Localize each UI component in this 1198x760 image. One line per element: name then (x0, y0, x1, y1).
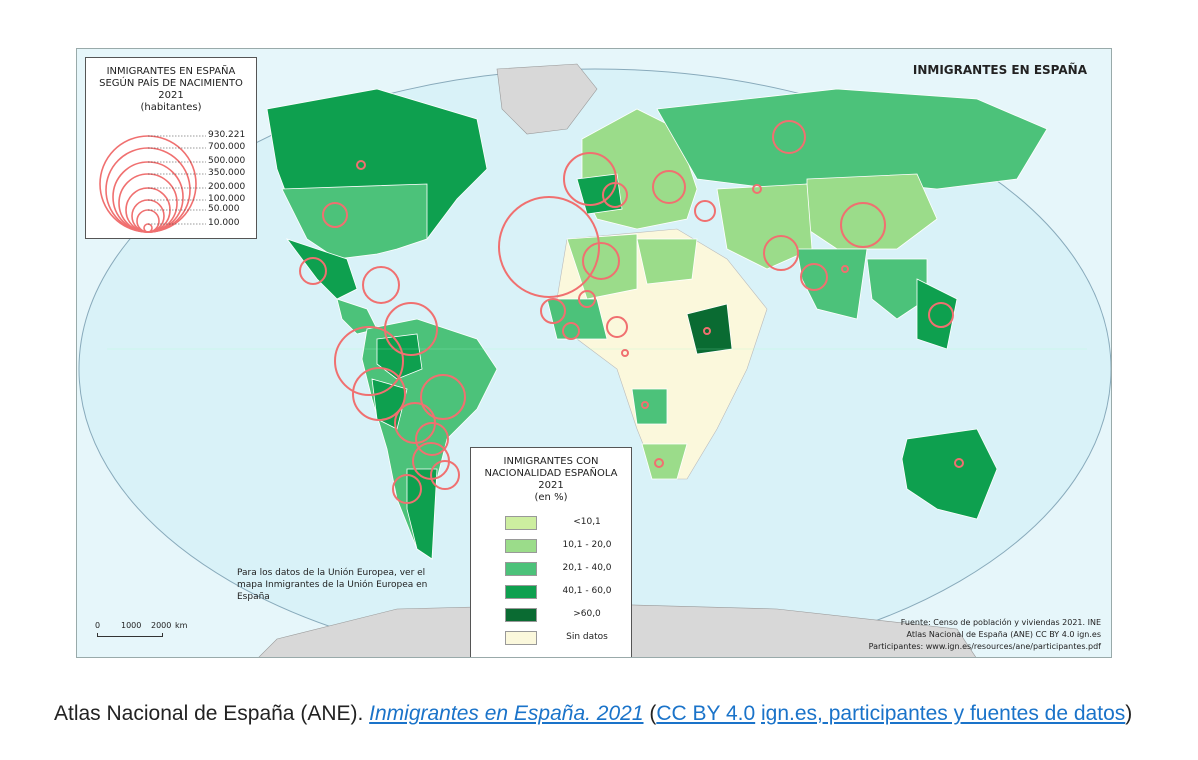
legend-class-label: Sin datos (566, 632, 608, 642)
fill-legend-title-line: (en %) (534, 492, 568, 503)
legend-class-row: >60,0 (505, 608, 625, 626)
caption-close-paren: ) (1125, 702, 1133, 725)
circle-legend-value: 100.000 (208, 194, 246, 204)
legend-class-row: 20,1 - 40,0 (505, 562, 625, 580)
circle-legend-value: 350.000 (208, 168, 246, 178)
fill-class-legend: INMIGRANTES CON NACIONALIDAD ESPAÑOLA 20… (470, 447, 632, 657)
legend-class-label: 10,1 - 20,0 (562, 540, 612, 550)
legend-class-row: 10,1 - 20,0 (505, 539, 625, 557)
scale-bar-line (97, 633, 163, 637)
source-link[interactable]: ign.es, participantes y fuentes de datos (761, 702, 1126, 725)
license-link[interactable]: CC BY 4.0 (656, 702, 756, 725)
legend-class-row: Sin datos (505, 631, 625, 649)
circle-legend-value: 50.000 (208, 204, 240, 214)
eu-data-note: Para los datos de la Unión Europea, ver … (237, 568, 428, 602)
legend-swatch (505, 539, 537, 553)
legend-class-label: >60,0 (573, 609, 601, 619)
circle-size-legend: INMIGRANTES EN ESPAÑA SEGÚN PAÍS DE NACI… (85, 57, 257, 239)
fill-legend-title-line: INMIGRANTES CON (503, 456, 599, 467)
circle-legend-title-line: INMIGRANTES EN ESPAÑA (106, 66, 236, 77)
legend-swatch (505, 516, 537, 530)
map-credits: Fuente: Censo de población y viviendas 2… (841, 617, 1101, 653)
caption-prefix: Atlas Nacional de España (ANE). (54, 702, 370, 725)
legend-swatch (505, 608, 537, 622)
credit-line: Fuente: Censo de población y viviendas 2… (900, 618, 1101, 627)
scale-label: 1000 (121, 621, 142, 630)
legend-class-row: <10,1 (505, 516, 625, 534)
legend-class-row: 40,1 - 60,0 (505, 585, 625, 603)
circle-legend-title: INMIGRANTES EN ESPAÑA SEGÚN PAÍS DE NACI… (86, 58, 256, 114)
circle-legend-value: 930.221 (208, 130, 246, 140)
circle-legend-value: 700.000 (208, 142, 246, 152)
scale-label: km (175, 621, 188, 630)
legend-swatch (505, 631, 537, 645)
legend-class-label: 40,1 - 60,0 (562, 586, 612, 596)
legend-swatch (505, 562, 537, 576)
thematic-map: INMIGRANTES EN ESPAÑA INMIGRANTES EN ESP… (76, 48, 1112, 658)
map-title: INMIGRANTES EN ESPAÑA (912, 63, 1087, 77)
circle-legend-value: 200.000 (208, 182, 246, 192)
scale-label: 2000 (151, 621, 172, 630)
nested-circles-graphic (99, 135, 206, 233)
circle-legend-title-line: (habitantes) (140, 102, 202, 113)
fill-legend-title-line: NACIONALIDAD ESPAÑOLA (484, 468, 618, 479)
image-caption: Atlas Nacional de España (ANE). Inmigran… (54, 697, 1154, 730)
scale-label: 0 (95, 621, 101, 630)
circle-legend-value: 10.000 (208, 218, 240, 228)
circle-legend-title-line: 2021 (158, 90, 184, 101)
circle-legend-value: 500.000 (208, 156, 246, 166)
credit-line: Participantes: www.ign.es/resources/ane/… (868, 642, 1101, 651)
legend-class-label: 20,1 - 40,0 (562, 563, 612, 573)
caption-open-paren: ( (643, 702, 657, 725)
credit-line: Atlas Nacional de España (ANE) CC BY 4.0… (906, 630, 1101, 639)
fill-legend-title-line: 2021 (538, 480, 564, 491)
legend-swatch (505, 585, 537, 599)
map-title-link[interactable]: Inmigrantes en España. 2021 (369, 702, 644, 725)
legend-class-label: <10,1 (573, 517, 601, 527)
fill-legend-title: INMIGRANTES CON NACIONALIDAD ESPAÑOLA 20… (471, 448, 631, 504)
circle-legend-title-line: SEGÚN PAÍS DE NACIMIENTO (99, 78, 243, 89)
